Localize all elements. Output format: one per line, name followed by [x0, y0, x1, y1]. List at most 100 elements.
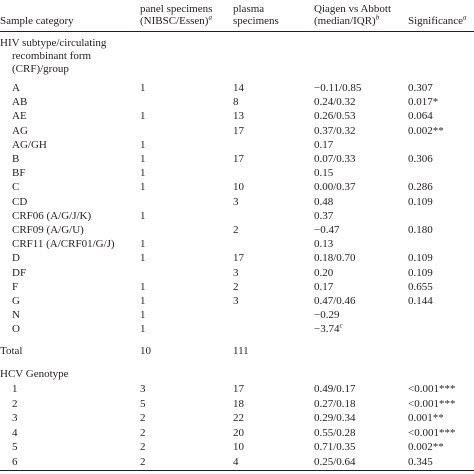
hiv-row-significance-cell: 0.286: [408, 181, 433, 194]
hiv-row-panel-cell: 1: [140, 295, 146, 307]
hiv-row-panel-cell: 1: [140, 238, 146, 251]
hiv-row-category-cell: CRF09 (A/G/U): [12, 224, 84, 236]
hiv-row-category-cell: G: [12, 295, 20, 307]
hcv-section-label: HCV Genotype: [0, 368, 69, 380]
hiv-row-panel-cell: 1: [140, 252, 146, 265]
hiv-row-qiagen-vs-abbott-cell: 0.18/0.70: [314, 252, 356, 265]
hiv-row-category-cell: N: [12, 309, 20, 322]
hcv-row-plasma-cell: 18: [233, 397, 244, 410]
hcv-row-qiagen-vs-abbott-cell: 0.25/0.64: [314, 456, 356, 468]
hiv-row-category-cell: F: [12, 280, 19, 293]
hiv-row-qiagen-vs-abbott-cell: −0.29: [314, 309, 340, 322]
hiv-row-qiagen-vs-abbott-cell: 0.15: [314, 167, 334, 180]
total-panel: 10: [140, 345, 151, 357]
hiv-row-qiagen-vs-abbott-cell: 0.17: [314, 138, 334, 151]
hcv-row-significance-cell: <0.001***: [408, 383, 456, 395]
hiv-row-qiagen-vs-abbott-cell: −0.11/0.85: [314, 82, 362, 94]
hiv-row-panel-cell: 1: [140, 323, 146, 336]
hiv-row-category-cell: B: [12, 153, 20, 165]
hiv-row-qiagen-vs-abbott-cell: 0.20: [314, 266, 334, 279]
hiv-row-category-cell: BF: [12, 167, 26, 180]
hiv-row-plasma-cell: 10: [233, 181, 244, 194]
hiv-row-qiagen-vs-abbott-cell: 0.07/0.33: [314, 153, 356, 165]
hcv-row-qiagen-vs-abbott-cell: 0.29/0.34: [314, 412, 356, 425]
hiv-row-significance-cell: 0.109: [408, 252, 433, 265]
header-plasma: plasma specimens: [233, 3, 279, 27]
bottom-rule: [0, 470, 474, 471]
hcv-row-qiagen-vs-abbott-cell: 0.49/0.17: [314, 383, 356, 395]
hiv-row-plasma-cell: 3: [233, 295, 239, 307]
hiv-row-panel-cell: 1: [140, 138, 146, 151]
hiv-row-qiagen-vs-abbott-cell: 0.24/0.32: [314, 96, 356, 109]
hcv-row-panel-cell: 2: [140, 456, 146, 468]
hiv-row-qiagen-vs-abbott-cell: 0.26/0.53: [314, 110, 356, 123]
hiv-row-category-cell: A: [12, 82, 20, 94]
hcv-row-qiagen-vs-abbott-cell: 0.71/0.35: [314, 441, 356, 454]
hiv-row-panel-cell: 1: [140, 110, 146, 123]
hiv-row-category-cell: O: [12, 323, 20, 336]
hcv-row-category-cell: 2: [12, 397, 18, 410]
hiv-row-significance-cell: 0.144: [408, 295, 433, 307]
hiv-row-category-cell: CD: [12, 195, 28, 208]
hiv-row-qiagen-vs-abbott-cell: 0.37/0.32: [314, 124, 356, 137]
header-qiagen-vs-abbott: Qiagen vs Abbott (median/IQR)b: [314, 3, 391, 27]
total-row-label: Total: [0, 345, 23, 357]
hiv-row-category-cell: AE: [12, 110, 27, 123]
hiv-row-qiagen-vs-abbott-cell: −3.74c: [314, 321, 343, 336]
hcv-row-qiagen-vs-abbott-cell: 0.27/0.18: [314, 397, 356, 410]
hiv-row-significance-cell: 0.109: [408, 195, 433, 208]
hiv-row-panel-cell: 1: [140, 309, 146, 322]
hiv-row-qiagen-vs-abbott-cell: 0.37: [314, 209, 334, 222]
hiv-row-significance-cell: 0.306: [408, 153, 433, 165]
hiv-row-significance-cell: 0.002**: [408, 124, 444, 137]
header-category: Sample category: [0, 15, 74, 27]
hcv-row-plasma-cell: 22: [233, 412, 244, 425]
total-plasma: 111: [233, 345, 249, 357]
hiv-row-panel-cell: 1: [140, 153, 146, 165]
hcv-row-significance-cell: 0.001**: [408, 412, 444, 425]
hcv-row-significance-cell: <0.001***: [408, 426, 456, 439]
hcv-row-category-cell: 6: [12, 456, 18, 468]
hiv-row-qiagen-vs-abbott-cell: 0.47/0.46: [314, 295, 356, 307]
hiv-row-category-cell: AB: [12, 96, 28, 109]
hcv-row-qiagen-vs-abbott-cell: 0.55/0.28: [314, 426, 356, 439]
hiv-row-significance-cell: 0.064: [408, 110, 433, 123]
hiv-row-qiagen-vs-abbott-cell: 0.13: [314, 238, 334, 251]
hiv-row-category-cell: AG: [12, 124, 28, 137]
hcv-row-panel-cell: 2: [140, 426, 146, 439]
hiv-row-panel-cell: 1: [140, 209, 146, 222]
hiv-row-category-cell: CRF11 (A/CRF01/G/J): [12, 238, 115, 251]
hcv-row-plasma-cell: 20: [233, 426, 244, 439]
hiv-row-plasma-cell: 17: [233, 252, 244, 265]
header-significance: Significancea: [408, 13, 467, 27]
hiv-row-category-cell: DF: [12, 266, 27, 279]
hiv-row-plasma-cell: 2: [233, 224, 239, 236]
header-rule: [0, 31, 474, 32]
hiv-row-qiagen-vs-abbott-cell: 0.00/0.37: [314, 181, 356, 194]
hcv-row-panel-cell: 3: [140, 383, 146, 395]
hcv-row-panel-cell: 5: [140, 397, 146, 410]
hcv-row-category-cell: 3: [12, 412, 18, 425]
hiv-row-category-cell: CRF06 (A/G/J/K): [12, 209, 92, 222]
hcv-row-category-cell: 5: [12, 441, 18, 454]
header-panel: panel specimens (NIBSC/Essen)a: [140, 3, 213, 27]
hcv-row-panel-cell: 2: [140, 441, 146, 454]
hiv-row-significance-cell: 0.655: [408, 280, 433, 293]
hcv-row-significance-cell: 0.345: [408, 456, 433, 468]
hiv-row-plasma-cell: 2: [233, 280, 239, 293]
hiv-row-panel-cell: 1: [140, 167, 146, 180]
hcv-row-category-cell: 1: [12, 383, 18, 395]
hiv-row-plasma-cell: 3: [233, 195, 239, 208]
hiv-row-plasma-cell: 13: [233, 110, 244, 123]
hiv-row-panel-cell: 1: [140, 280, 146, 293]
hiv-row-significance-cell: 0.017*: [408, 96, 439, 109]
hcv-row-plasma-cell: 10: [233, 441, 244, 454]
hiv-row-significance-cell: 0.180: [408, 224, 433, 236]
hiv-row-plasma-cell: 14: [233, 82, 244, 94]
hcv-row-panel-cell: 2: [140, 412, 146, 425]
hiv-row-plasma-cell: 8: [233, 96, 239, 109]
hiv-row-qiagen-vs-abbott-cell: 0.48: [314, 195, 334, 208]
hiv-row-significance-cell: 0.109: [408, 266, 433, 279]
hcv-row-significance-cell: 0.002**: [408, 441, 444, 454]
hiv-row-category-cell: C: [12, 181, 20, 194]
